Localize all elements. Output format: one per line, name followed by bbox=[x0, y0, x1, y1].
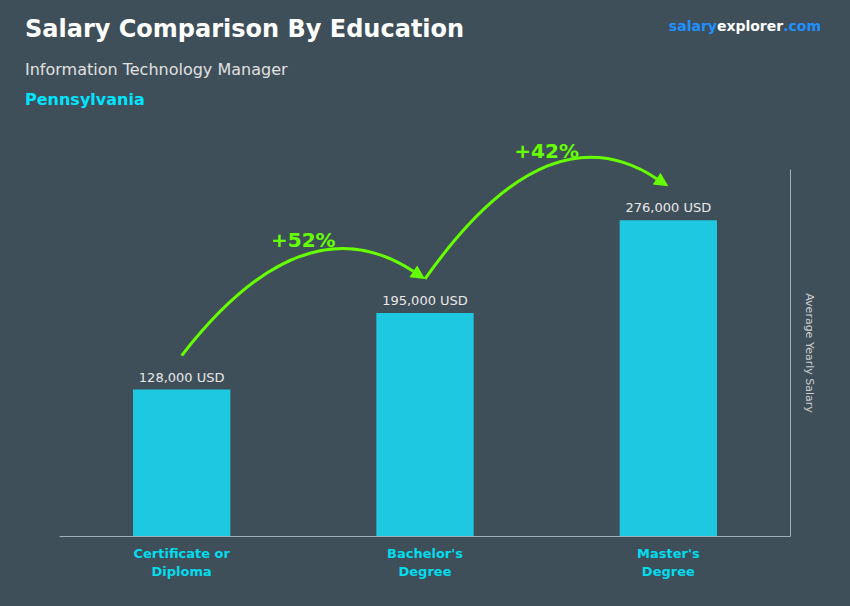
svg-text:Bachelor's: Bachelor's bbox=[387, 546, 463, 561]
svg-text:Salary Comparison By Education: Salary Comparison By Education bbox=[25, 15, 464, 43]
svg-text:.com: .com bbox=[783, 18, 821, 34]
svg-text:+52%: +52% bbox=[271, 228, 336, 252]
svg-text:Degree: Degree bbox=[642, 564, 695, 579]
svg-text:195,000 USD: 195,000 USD bbox=[382, 293, 468, 308]
svg-text:276,000 USD: 276,000 USD bbox=[625, 200, 711, 215]
svg-text:salary: salary bbox=[669, 18, 717, 34]
svg-text:Average Yearly Salary: Average Yearly Salary bbox=[803, 293, 816, 413]
svg-text:Information Technology Manager: Information Technology Manager bbox=[25, 60, 288, 79]
svg-text:128,000 USD: 128,000 USD bbox=[139, 370, 225, 385]
svg-text:Pennsylvania: Pennsylvania bbox=[25, 90, 145, 109]
svg-text:Diploma: Diploma bbox=[152, 564, 212, 579]
svg-text:explorer: explorer bbox=[717, 18, 783, 34]
svg-text:Degree: Degree bbox=[399, 564, 452, 579]
svg-text:+42%: +42% bbox=[514, 139, 579, 163]
svg-text:Certificate or: Certificate or bbox=[133, 546, 230, 561]
svg-text:Master's: Master's bbox=[637, 546, 700, 561]
